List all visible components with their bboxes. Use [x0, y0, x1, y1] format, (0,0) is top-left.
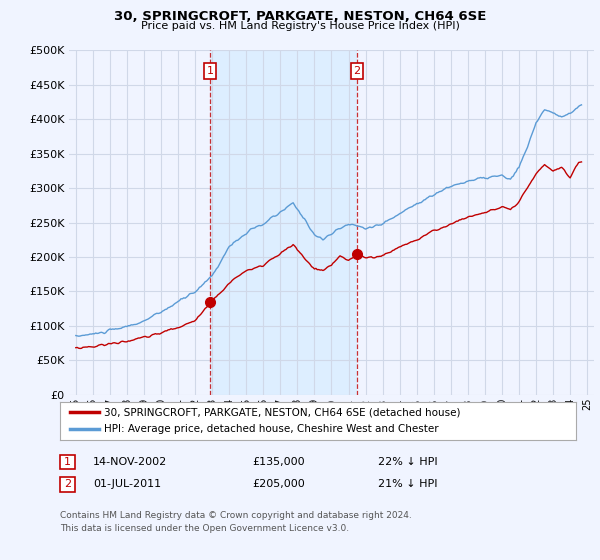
Text: 2: 2 [64, 479, 71, 489]
Text: 30, SPRINGCROFT, PARKGATE, NESTON, CH64 6SE: 30, SPRINGCROFT, PARKGATE, NESTON, CH64 … [114, 10, 486, 23]
Text: Contains HM Land Registry data © Crown copyright and database right 2024.: Contains HM Land Registry data © Crown c… [60, 511, 412, 520]
Text: 22% ↓ HPI: 22% ↓ HPI [378, 457, 437, 467]
Text: This data is licensed under the Open Government Licence v3.0.: This data is licensed under the Open Gov… [60, 524, 349, 533]
Bar [210, 50, 357, 395]
Text: 1: 1 [206, 66, 214, 76]
Text: £205,000: £205,000 [252, 479, 305, 489]
Text: HPI: Average price, detached house, Cheshire West and Chester: HPI: Average price, detached house, Ches… [104, 424, 439, 434]
Text: 2: 2 [353, 66, 361, 76]
Text: 21% ↓ HPI: 21% ↓ HPI [378, 479, 437, 489]
Text: 1: 1 [64, 457, 71, 467]
Text: £135,000: £135,000 [252, 457, 305, 467]
Text: Price paid vs. HM Land Registry's House Price Index (HPI): Price paid vs. HM Land Registry's House … [140, 21, 460, 31]
Text: 01-JUL-2011: 01-JUL-2011 [93, 479, 161, 489]
Text: 14-NOV-2002: 14-NOV-2002 [93, 457, 167, 467]
Text: 30, SPRINGCROFT, PARKGATE, NESTON, CH64 6SE (detached house): 30, SPRINGCROFT, PARKGATE, NESTON, CH64 … [104, 407, 460, 417]
